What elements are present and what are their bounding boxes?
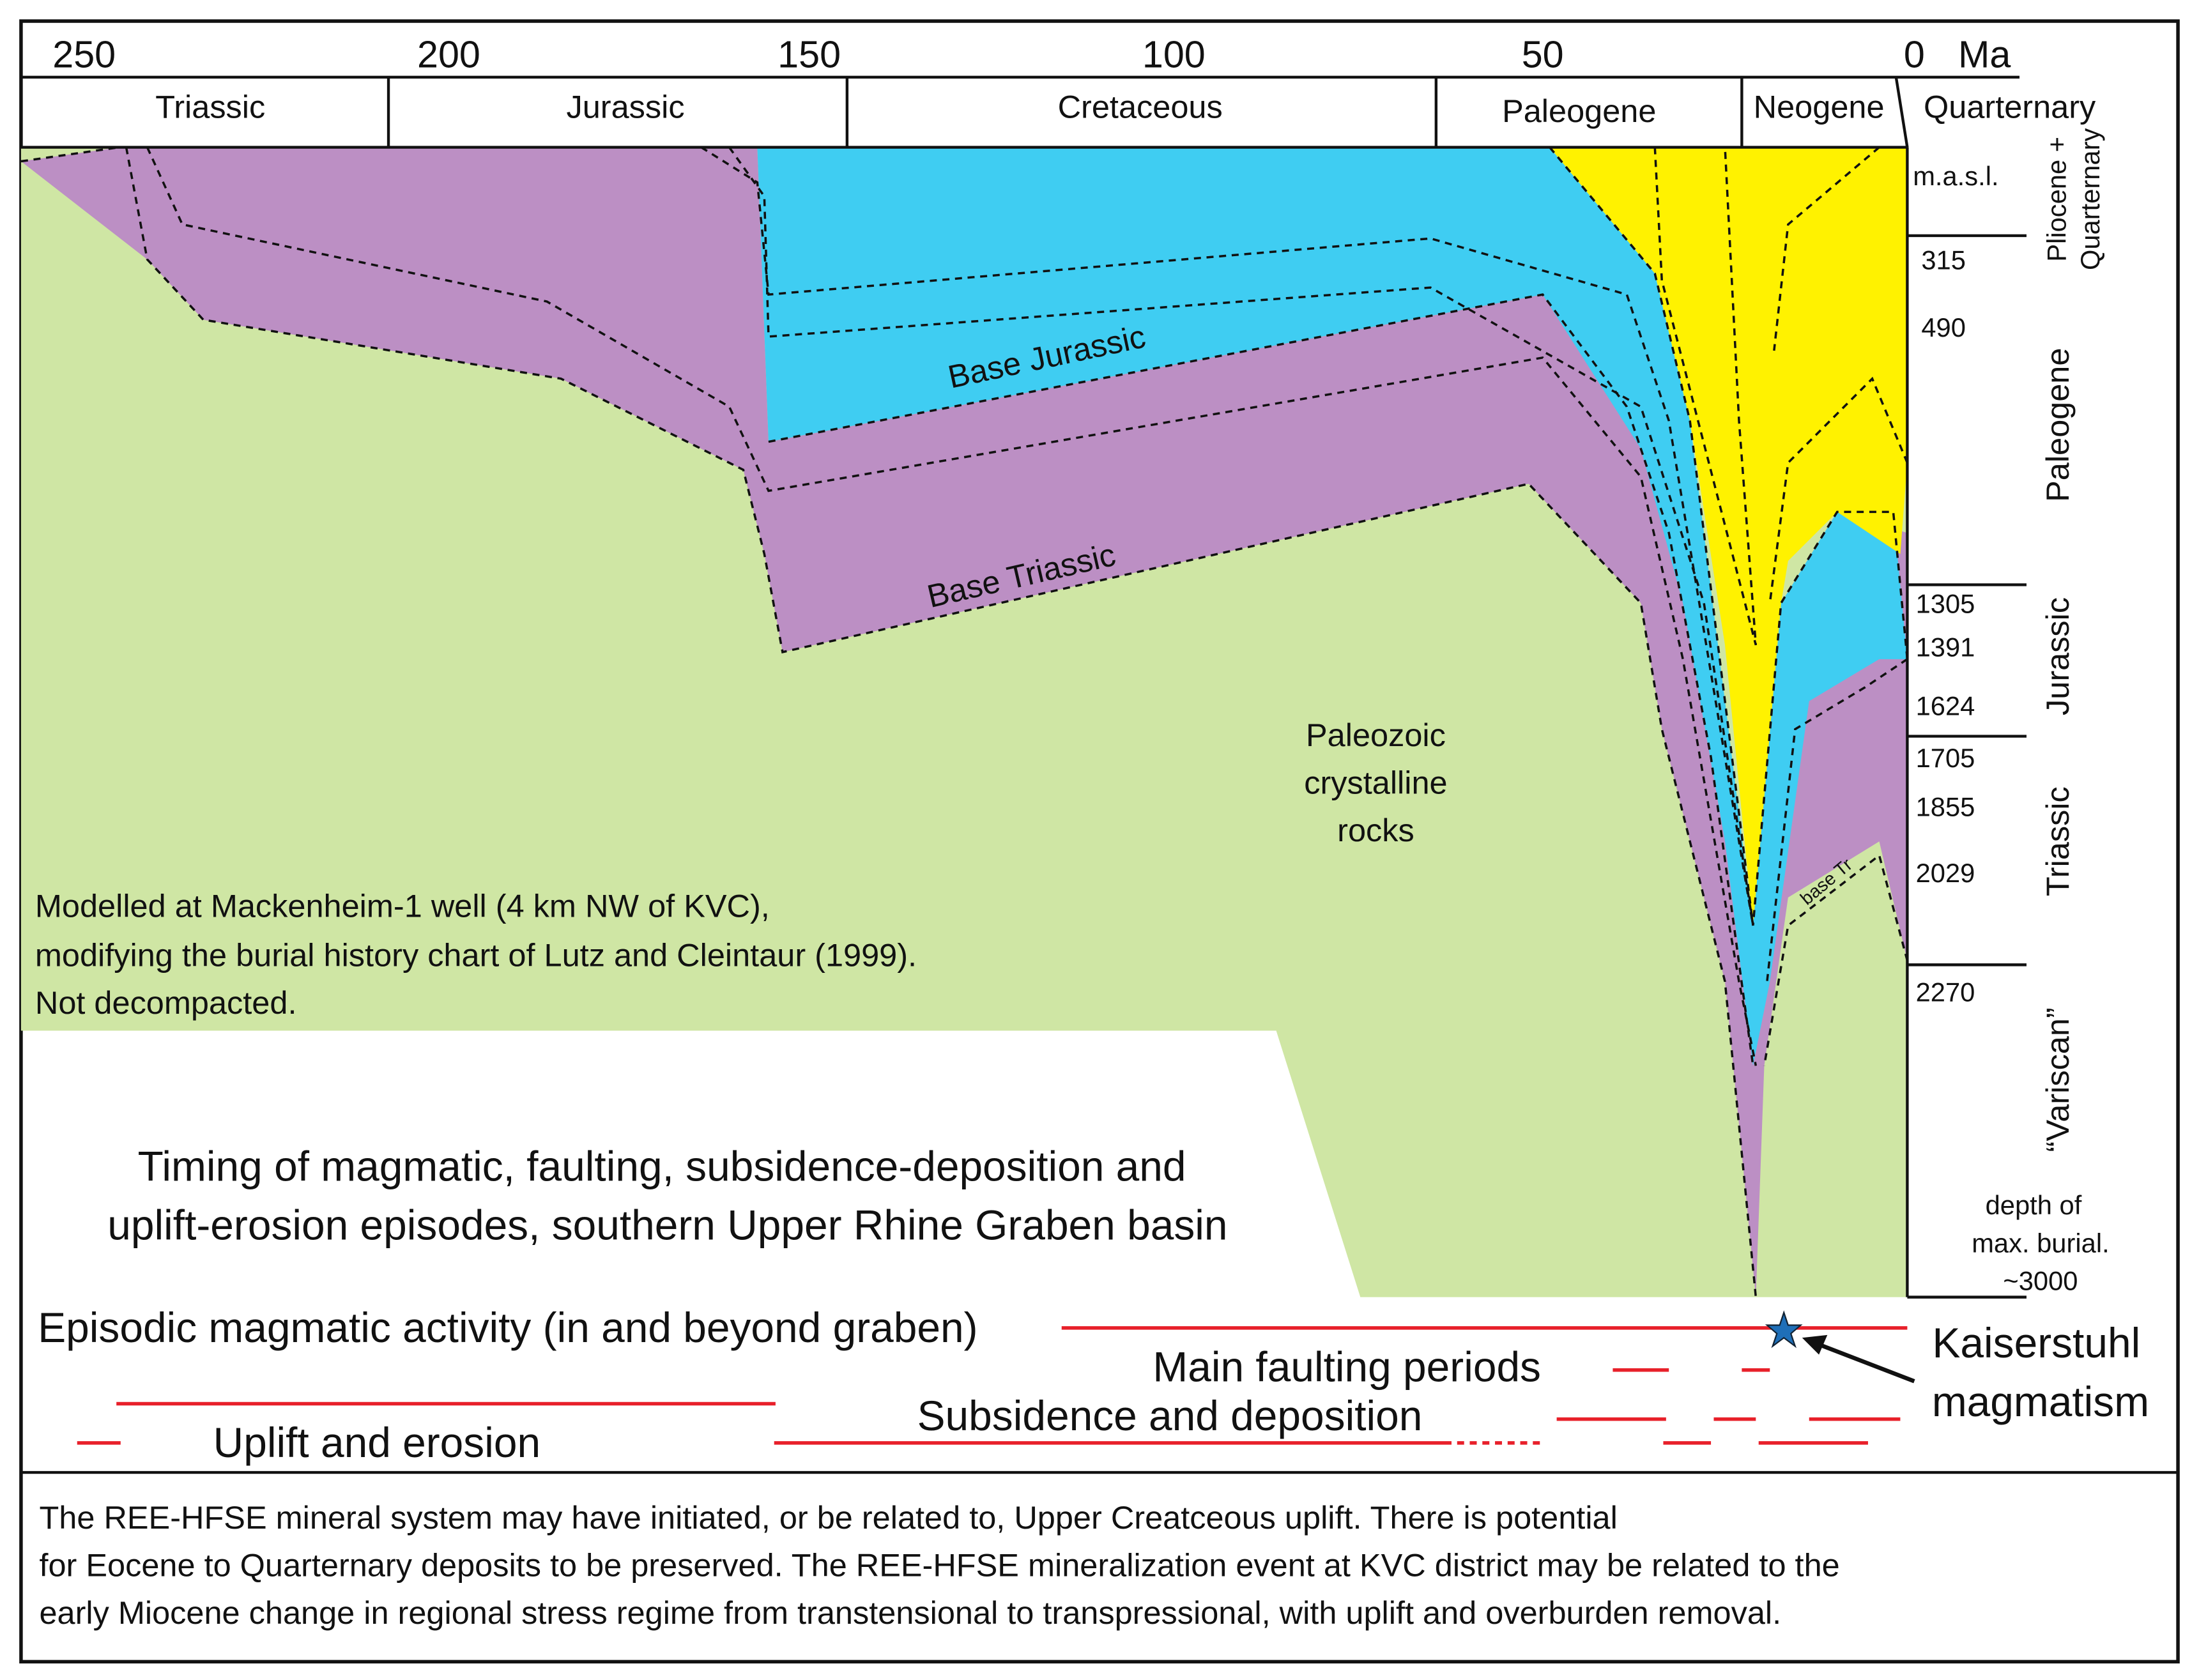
time-tick: 150 <box>778 33 841 75</box>
header-lines <box>20 75 2179 1474</box>
event-label: Subsidence and deposition <box>917 1392 1423 1439</box>
depth-label: 1391 <box>1916 632 1975 662</box>
kaiserstuhl-label: magmatism <box>1932 1378 2149 1425</box>
depth-label: 2270 <box>1916 977 1975 1007</box>
time-tick: 50 <box>1522 33 1564 75</box>
period: Triassic <box>155 88 265 125</box>
time-unit: Ma <box>1958 33 2011 75</box>
depth-label: 490 <box>1921 312 1966 342</box>
period: Paleogene <box>1502 93 1656 129</box>
period: Jurassic <box>566 88 684 125</box>
depth-intervals: Pliocene + Quarternary Paleogene Jurassi… <box>2039 128 2105 1152</box>
interval-label: “Variscan” <box>2039 1007 2076 1152</box>
periods: Triassic Jurassic Cretaceous Paleogene N… <box>155 88 2096 129</box>
rock-label: Paleozoic <box>1306 717 1446 753</box>
time-tick: 200 <box>417 33 480 75</box>
footer-text: for Eocene to Quarternary deposits to be… <box>39 1546 1839 1583</box>
interval-label: Quarternary <box>2075 128 2105 270</box>
depth-label: 1855 <box>1916 792 1975 822</box>
depth-label: 315 <box>1921 245 1966 275</box>
title: uplift-erosion episodes, southern Upper … <box>107 1202 1227 1249</box>
depth-note: max. burial. <box>1972 1228 2109 1258</box>
period: Quarternary <box>1924 88 2096 125</box>
depth-label: 1624 <box>1916 691 1975 721</box>
event-label: Uplift and erosion <box>213 1419 540 1466</box>
depth-note: ~3000 <box>2003 1266 2078 1296</box>
time-ticks: 250 200 150 100 50 0 Ma <box>52 33 2011 75</box>
interval-label: Triassic <box>2039 786 2076 896</box>
depth-note: depth of <box>1986 1190 2082 1220</box>
footer-text: The REE-HFSE mineral system may have ini… <box>39 1499 1617 1536</box>
depth-label: 2029 <box>1916 858 1975 888</box>
depth-unit: m.a.s.l. <box>1913 161 1998 191</box>
model-note: Modelled at Mackenheim-1 well (4 km NW o… <box>35 888 770 924</box>
event-lines <box>77 1310 1915 1445</box>
title: Timing of magmatic, faulting, subsidence… <box>138 1142 1186 1189</box>
period: Cretaceous <box>1058 88 1223 125</box>
interval-label: Paleogene <box>2039 348 2076 502</box>
kaiserstuhl-label: Kaiserstuhl <box>1933 1319 2141 1366</box>
time-tick: 250 <box>52 33 116 75</box>
event-label: Episodic magmatic activity (in and beyon… <box>38 1304 977 1351</box>
model-note: modifying the burial history chart of Lu… <box>35 937 917 974</box>
time-tick: 0 <box>1904 33 1925 75</box>
period: Neogene <box>1754 88 1885 125</box>
depth-label: 1305 <box>1916 588 1975 618</box>
interval-label: Jurassic <box>2039 597 2076 715</box>
footer-text: early Miocene change in regional stress … <box>39 1594 1781 1631</box>
model-note: Not decompacted. <box>35 984 297 1021</box>
time-tick: 100 <box>1142 33 1206 75</box>
rock-label: crystalline <box>1304 765 1447 801</box>
rock-label: rocks <box>1337 812 1414 848</box>
event-label: Main faulting periods <box>1153 1343 1541 1390</box>
depth-label: 1705 <box>1916 743 1975 773</box>
depth-labels: m.a.s.l. 315 490 1305 1391 1624 1705 185… <box>1913 161 2109 1296</box>
section <box>20 146 1909 1297</box>
interval-label: Pliocene + <box>2041 137 2071 262</box>
